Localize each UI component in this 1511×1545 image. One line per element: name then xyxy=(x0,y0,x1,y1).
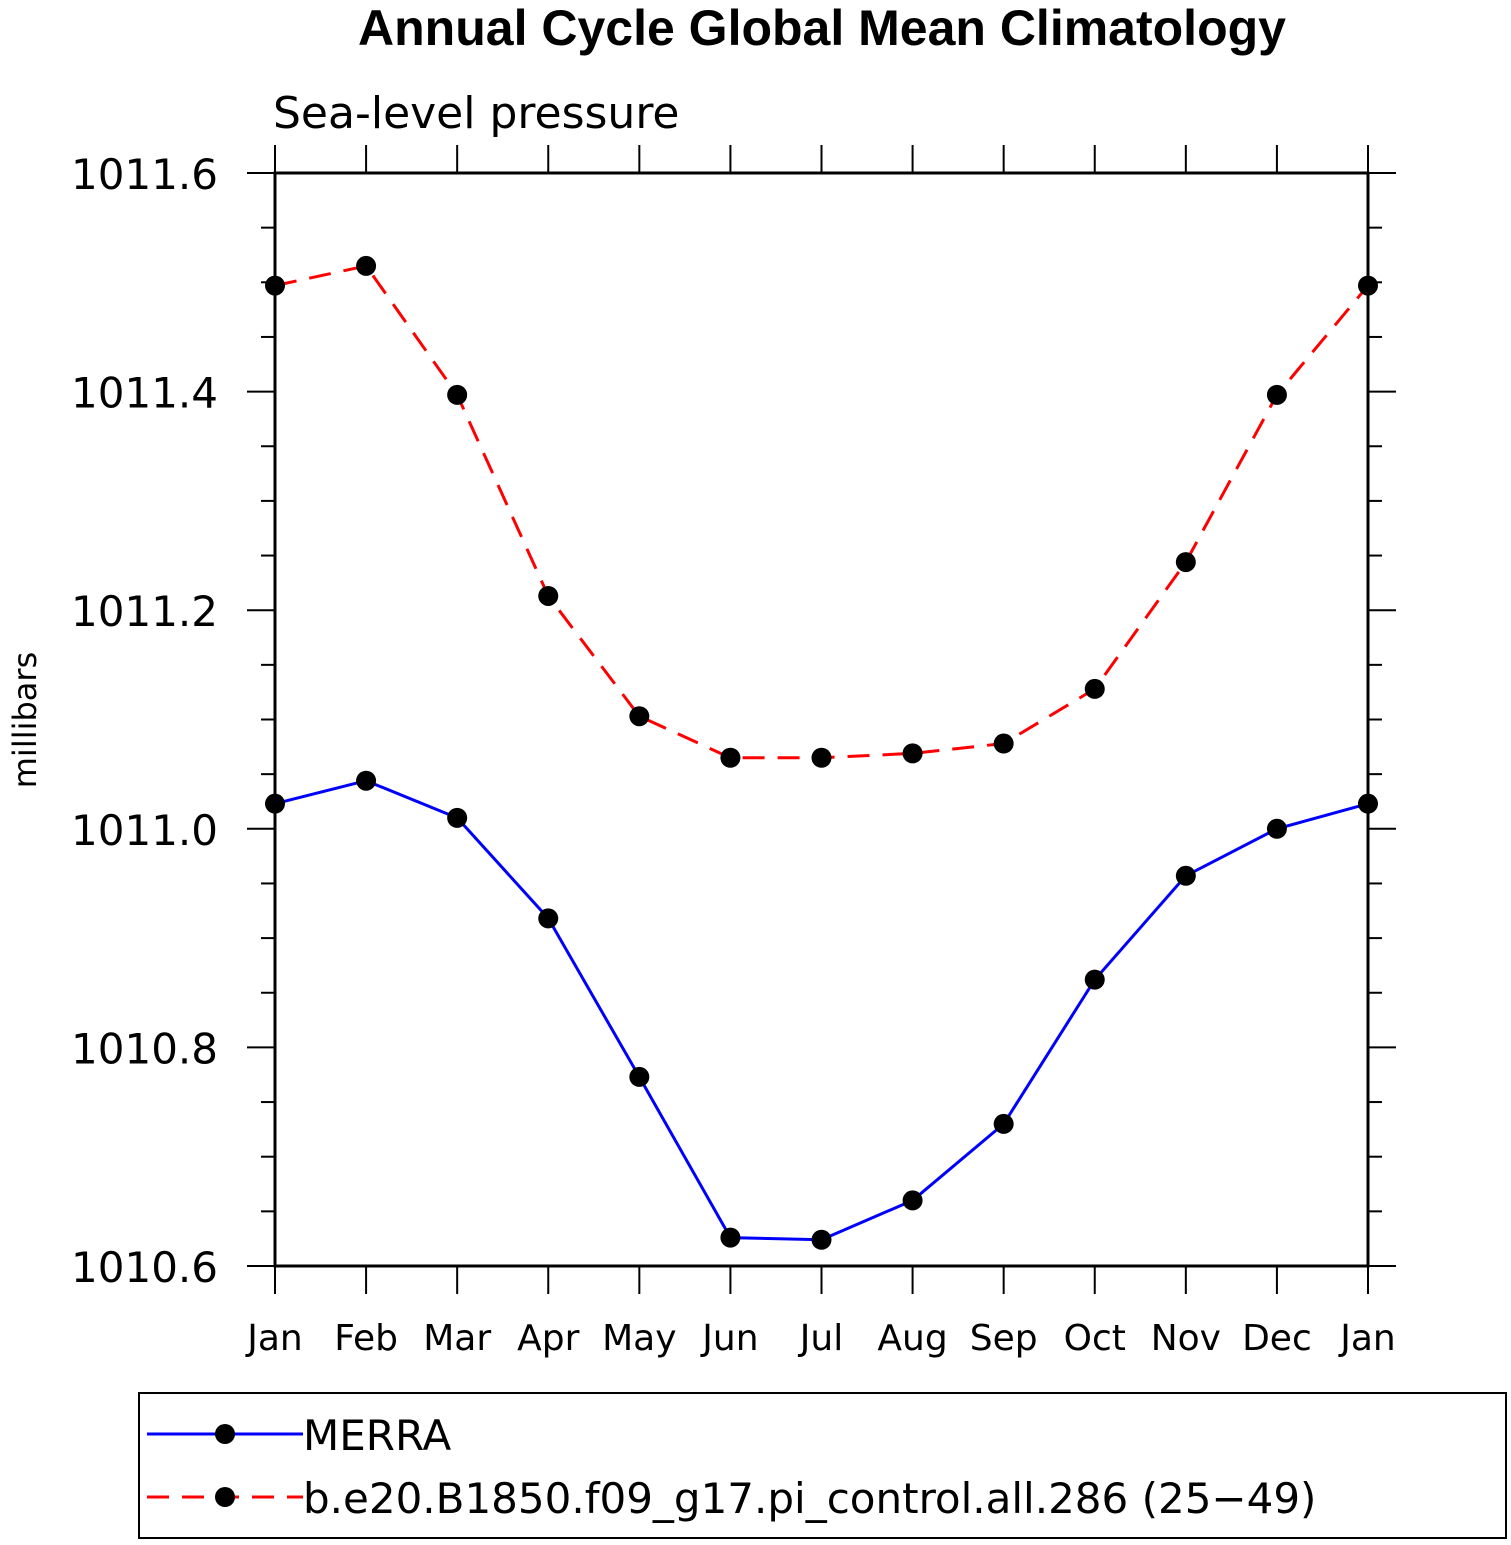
data-point-series-2 xyxy=(629,706,650,727)
x-tick-label: Jan xyxy=(245,1318,303,1359)
data-point-series-2 xyxy=(1266,384,1287,405)
data-point-series-2 xyxy=(1084,678,1105,699)
y-tick-label: 1011.4 xyxy=(71,369,218,418)
data-point-series-2 xyxy=(720,747,741,768)
y-tick-label: 1010.6 xyxy=(71,1243,218,1292)
legend-marker-series-2 xyxy=(215,1487,235,1507)
data-point-series-2 xyxy=(447,384,468,405)
x-tick-label: Aug xyxy=(877,1318,947,1359)
legend-marker-series-1 xyxy=(215,1424,235,1444)
y-tick-label: 1011.0 xyxy=(71,806,218,855)
y-tick-label: 1010.8 xyxy=(71,1024,218,1073)
legend: MERRA b.e20.B1850.f09_g17.pi_control.all… xyxy=(138,1392,1507,1539)
chart-subtitle: Sea-level pressure xyxy=(273,88,680,139)
data-point-series-2 xyxy=(538,585,559,606)
x-axis: Jan Feb Mar Apr May Jun Jul Aug Sep Oct Nov Dec Jan xyxy=(245,145,1396,1359)
x-tick-label: May xyxy=(602,1318,676,1359)
chart-title: Annual Cycle Global Mean Climatology xyxy=(358,0,1286,56)
x-tick-label: Dec xyxy=(1242,1318,1312,1359)
data-point-series-1 xyxy=(993,1113,1014,1134)
x-tick-label: Nov xyxy=(1151,1318,1221,1359)
series-line-2 xyxy=(274,264,1370,760)
x-tick-label: Sep xyxy=(970,1318,1038,1359)
data-point-series-1 xyxy=(447,807,468,828)
legend-box xyxy=(138,1392,1507,1539)
series-line-1 xyxy=(274,779,1369,1242)
data-point-series-1 xyxy=(538,908,559,929)
data-point-series-1 xyxy=(1175,865,1196,886)
x-tick-label: Jul xyxy=(798,1318,843,1359)
data-point-series-1 xyxy=(720,1227,741,1248)
x-tick-label: Oct xyxy=(1064,1318,1126,1359)
data-point-series-2 xyxy=(993,733,1014,754)
y-tick-label: 1011.6 xyxy=(71,150,218,199)
x-tick-label: Mar xyxy=(423,1318,491,1359)
data-point-series-2 xyxy=(1175,552,1196,573)
data-point-series-1 xyxy=(356,770,377,791)
x-tick-label: Feb xyxy=(334,1318,398,1359)
y-axis-label: millibars xyxy=(6,652,44,788)
data-point-series-2 xyxy=(811,747,832,768)
data-point-series-1 xyxy=(1084,969,1105,990)
data-point-series-1 xyxy=(1266,818,1287,839)
x-tick-label: Jun xyxy=(700,1318,758,1359)
data-point-series-1 xyxy=(629,1066,650,1087)
data-point-series-2 xyxy=(356,255,377,276)
plot-frame xyxy=(273,171,1370,1268)
data-point-series-1 xyxy=(811,1229,832,1250)
x-tick-label: Jan xyxy=(1338,1318,1396,1359)
legend-label-series-1: MERRA xyxy=(303,1411,451,1460)
series-layer xyxy=(265,255,1378,1250)
y-tick-label: 1011.2 xyxy=(71,587,218,636)
data-point-series-1 xyxy=(902,1190,923,1211)
y-axis: 1010.6 1010.8 1011.0 1011.2 1011.4 1011.6 xyxy=(71,150,1396,1292)
data-point-series-2 xyxy=(902,743,923,764)
legend-label-series-2: b.e20.B1850.f09_g17.pi_control.all.286 (… xyxy=(303,1474,1316,1523)
x-tick-label: Apr xyxy=(517,1318,579,1359)
